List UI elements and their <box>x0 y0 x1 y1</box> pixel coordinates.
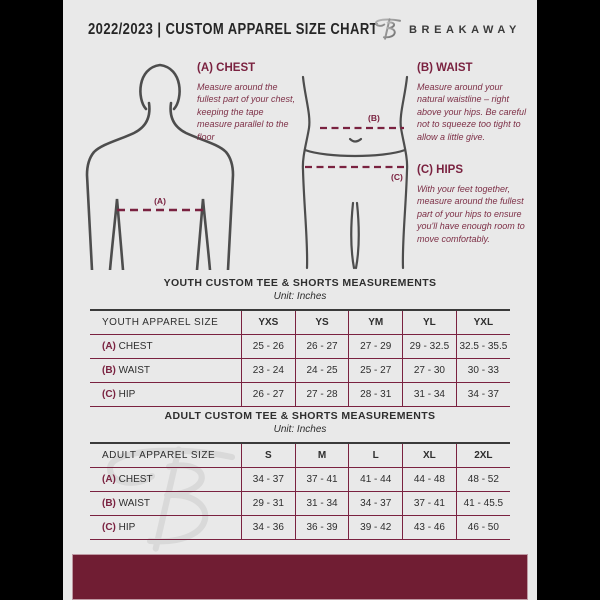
cell: 41 - 45.5 <box>455 491 510 516</box>
waist-marker-label: (B) <box>368 113 380 123</box>
row-marker: (C) <box>102 389 116 400</box>
size-header-m: M <box>294 443 350 468</box>
footer-maroon-bar <box>72 554 528 600</box>
waist-text: Measure around your natural waistline – … <box>417 82 527 142</box>
table-row: (C) HIP 26 - 27 27 - 28 28 - 31 31 - 34 … <box>90 382 510 407</box>
row-label: (C) HIP <box>90 382 242 407</box>
size-header-l: L <box>348 443 404 468</box>
row-label-text: HIP <box>118 522 136 533</box>
cell: 34 - 37 <box>455 382 510 407</box>
cell: 25 - 27 <box>348 358 404 383</box>
cell: 26 - 27 <box>241 382 296 407</box>
table-row: (A) CHEST 34 - 37 37 - 41 41 - 44 44 - 4… <box>90 467 510 492</box>
cell: 30 - 33 <box>455 358 510 383</box>
size-header-ys: YS <box>294 310 350 335</box>
size-header-yxl: YXL <box>455 310 510 335</box>
cell: 28 - 31 <box>348 382 404 407</box>
cell: 48 - 52 <box>455 467 510 492</box>
page-background: 2022/2023 | CUSTOM APPAREL SIZE CHART BR… <box>63 0 537 600</box>
size-header-2xl: 2XL <box>455 443 510 468</box>
cell: 24 - 25 <box>294 358 350 383</box>
cell: 29 - 31 <box>241 491 296 516</box>
row-marker: (A) <box>102 474 116 485</box>
adult-size-table: ADULT APPAREL SIZE S M L XL 2XL (A) CHES… <box>90 442 510 540</box>
cell: 34 - 36 <box>241 515 296 540</box>
cell: 31 - 34 <box>294 491 350 516</box>
cell: 37 - 41 <box>402 491 457 516</box>
cell: 25 - 26 <box>241 334 296 359</box>
row-label: (C) HIP <box>90 515 242 540</box>
brand-name: BREAKAWAY <box>409 24 521 36</box>
row-marker: (C) <box>102 522 116 533</box>
row-label: (B) WAIST <box>90 358 242 383</box>
row-marker: (A) <box>102 341 116 352</box>
adult-section-title: ADULT CUSTOM TEE & SHORTS MEASUREMENTS <box>164 410 436 422</box>
chest-heading: (A) CHEST <box>197 62 256 74</box>
cell: 41 - 44 <box>348 467 404 492</box>
table-header-row: ADULT APPAREL SIZE S M L XL 2XL <box>90 443 510 468</box>
size-header-yl: YL <box>402 310 457 335</box>
table-header-row: YOUTH APPAREL SIZE YXS YS YM YL YXL <box>90 310 510 335</box>
cell: 29 - 32.5 <box>402 334 457 359</box>
table-row: (C) HIP 34 - 36 36 - 39 39 - 42 43 - 46 … <box>90 515 510 540</box>
row-label: (B) WAIST <box>90 491 242 516</box>
cell: 27 - 28 <box>294 382 350 407</box>
cell: 44 - 48 <box>402 467 457 492</box>
hips-heading: (C) HIPS <box>417 164 463 176</box>
youth-size-table: YOUTH APPAREL SIZE YXS YS YM YL YXL (A) … <box>90 309 510 407</box>
chest-marker-label: (A) <box>154 196 166 206</box>
cell: 34 - 37 <box>241 467 296 492</box>
youth-section-title: YOUTH CUSTOM TEE & SHORTS MEASUREMENTS <box>163 277 437 289</box>
cell: 32.5 - 35.5 <box>455 334 510 359</box>
waist-instructions: (B) WAIST Measure around your natural wa… <box>417 62 531 143</box>
cell: 34 - 37 <box>348 491 404 516</box>
adult-unit-label: Unit: Inches <box>273 424 327 435</box>
cell: 26 - 27 <box>294 334 350 359</box>
size-header-ym: YM <box>348 310 404 335</box>
torso-diagram: (A) <box>85 63 235 270</box>
cell: 37 - 41 <box>294 467 350 492</box>
breakaway-b-logo-icon <box>375 18 401 40</box>
row-marker: (B) <box>102 365 116 376</box>
youth-unit-label: Unit: Inches <box>273 291 327 302</box>
table-row: (A) CHEST 25 - 26 26 - 27 27 - 29 29 - 3… <box>90 334 510 359</box>
size-header-s: S <box>241 443 296 468</box>
row-label: (A) CHEST <box>90 334 242 359</box>
cell: 43 - 46 <box>402 515 457 540</box>
cell: 36 - 39 <box>294 515 350 540</box>
row-label: (A) CHEST <box>90 467 242 492</box>
table-row: (B) WAIST 23 - 24 24 - 25 25 - 27 27 - 3… <box>90 358 510 383</box>
youth-size-column-header: YOUTH APPAREL SIZE <box>90 310 242 335</box>
row-label-text: WAIST <box>118 498 150 509</box>
row-label-text: WAIST <box>118 365 150 376</box>
hips-text: With your feet together, measure around … <box>417 184 525 244</box>
hips-marker-label: (C) <box>391 172 403 182</box>
cell: 27 - 30 <box>402 358 457 383</box>
chest-instructions: (A) CHEST Measure around the fullest par… <box>197 62 299 143</box>
chest-text: Measure around the fullest part of your … <box>197 82 296 142</box>
cell: 46 - 50 <box>455 515 510 540</box>
lower-body-diagram: (B) (C) <box>301 75 409 270</box>
row-label-text: CHEST <box>118 474 153 485</box>
size-header-xl: XL <box>402 443 457 468</box>
waist-heading: (B) WAIST <box>417 62 473 74</box>
page-title: 2022/2023 | CUSTOM APPAREL SIZE CHART <box>88 21 379 38</box>
cell: 23 - 24 <box>241 358 296 383</box>
hips-instructions: (C) HIPS With your feet together, measur… <box>417 164 531 245</box>
row-label-text: HIP <box>118 389 136 400</box>
cell: 39 - 42 <box>348 515 404 540</box>
row-label-text: CHEST <box>118 341 153 352</box>
cell: 31 - 34 <box>402 382 457 407</box>
size-header-yxs: YXS <box>241 310 296 335</box>
adult-size-column-header: ADULT APPAREL SIZE <box>90 443 242 468</box>
table-row: (B) WAIST 29 - 31 31 - 34 34 - 37 37 - 4… <box>90 491 510 516</box>
cell: 27 - 29 <box>348 334 404 359</box>
row-marker: (B) <box>102 498 116 509</box>
